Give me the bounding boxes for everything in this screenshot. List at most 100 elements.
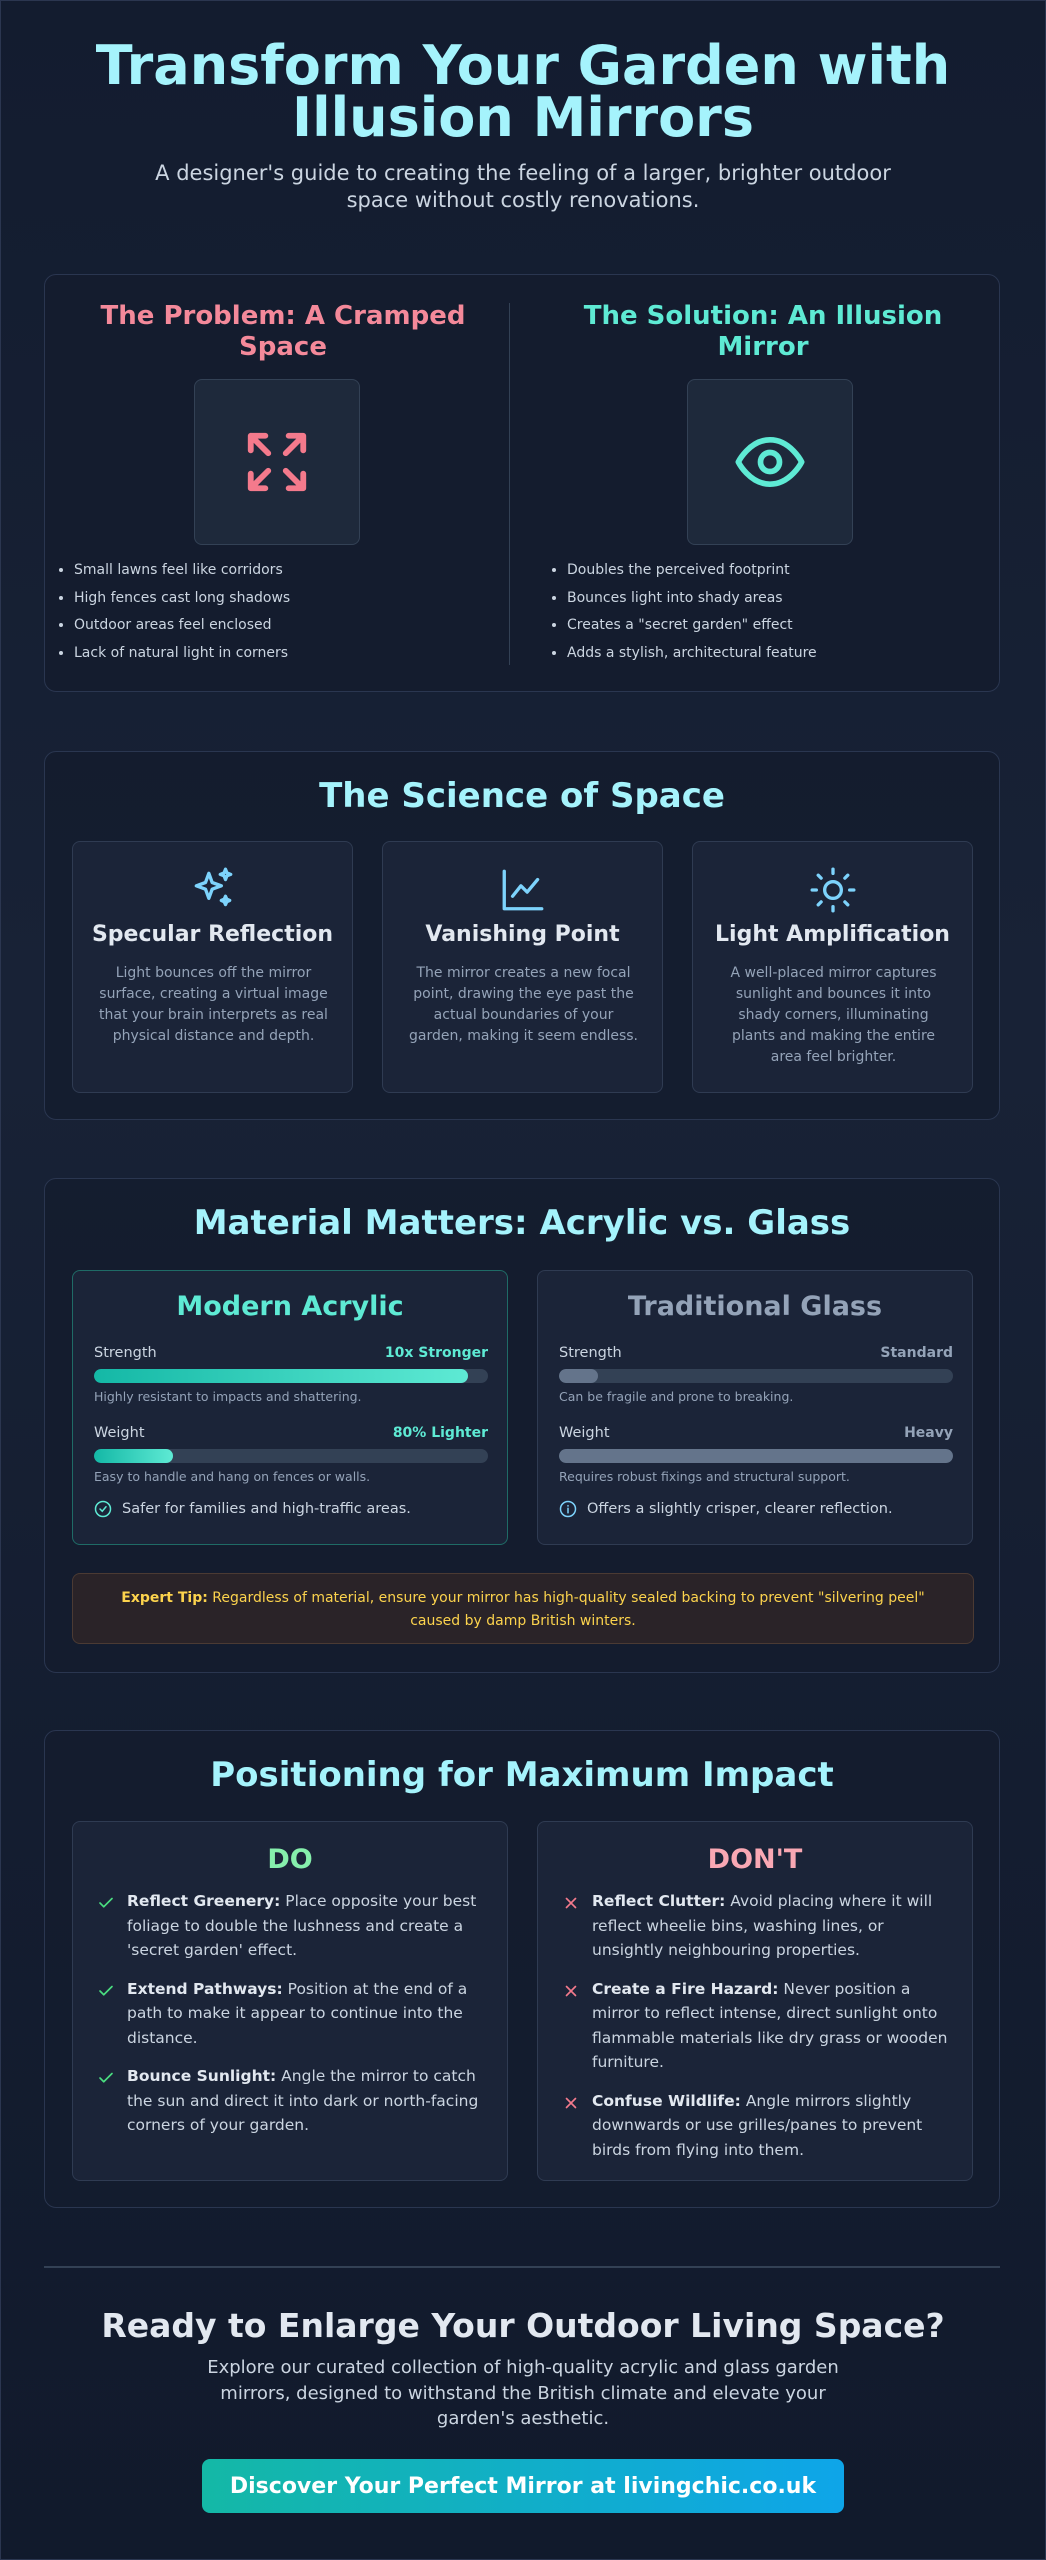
science-card: Light Amplification A well-placed mirror… bbox=[692, 841, 973, 1093]
metric-value: 10x Stronger bbox=[384, 1345, 488, 1361]
tip-label: Expert Tip: bbox=[121, 1590, 208, 1606]
item-text: Bounce Sunlight: Angle the mirror to cat… bbox=[127, 2064, 493, 2138]
sparkle-icon bbox=[194, 867, 233, 907]
problem-item: Lack of natural light in corners bbox=[74, 640, 290, 668]
card-title: Modern Acrylic bbox=[176, 1291, 404, 1322]
metric-value: Standard bbox=[880, 1345, 953, 1361]
metric-note: Can be fragile and prone to breaking. bbox=[559, 1389, 794, 1404]
item-body: Angle the mirror to catch the sun and di… bbox=[127, 2067, 479, 2134]
card-text: Light bounces off the mirror surface, cr… bbox=[99, 965, 328, 1044]
metric-track bbox=[94, 1449, 488, 1463]
do-item: Reflect Greenery: Place opposite your be… bbox=[97, 1889, 493, 1963]
metric-track bbox=[94, 1369, 488, 1383]
science-card: Vanishing Point The mirror creates a new… bbox=[382, 841, 663, 1093]
metric: Strength Standard Can be fragile and pron… bbox=[559, 1345, 953, 1404]
do-item: Extend Pathways: Position at the end of … bbox=[97, 1977, 493, 2051]
solution-list: Doubles the perceived footprint Bounces … bbox=[538, 557, 817, 668]
metric-note: Highly resistant to impacts and shatteri… bbox=[94, 1389, 362, 1404]
metric-value: Heavy bbox=[904, 1425, 953, 1441]
solution-item: Adds a stylish, architectural feature bbox=[567, 640, 817, 668]
dont-item: Create a Fire Hazard: Never position a m… bbox=[562, 1977, 958, 2075]
section-title: Material Matters: Acrylic vs. Glass bbox=[193, 1203, 851, 1243]
card-text: The mirror creates a new focal point, dr… bbox=[408, 965, 639, 1044]
item-text: Reflect Greenery: Place opposite your be… bbox=[127, 1889, 493, 1963]
card-text: A well-placed mirror captures sunlight a… bbox=[730, 965, 937, 1065]
materials-section: Material Matters: Acrylic vs. Glass Mode… bbox=[44, 1178, 1000, 1673]
card-title: Specular Reflection bbox=[91, 922, 334, 947]
item-text: Extend Pathways: Position at the end of … bbox=[127, 1977, 493, 2051]
dont-item: Confuse Wildlife: Angle mirrors slightly… bbox=[562, 2089, 958, 2163]
do-icon bbox=[97, 1889, 115, 1963]
dont-icon bbox=[562, 1889, 580, 1963]
metric-fill bbox=[559, 1449, 953, 1463]
card-title: DON'T bbox=[707, 1844, 803, 1875]
solution-icon bbox=[687, 379, 853, 545]
dont-card: DON'T Reflect Clutter: Avoid placing whe… bbox=[537, 1821, 973, 2181]
item-lead: Bounce Sunlight: bbox=[127, 2067, 277, 2085]
divider bbox=[44, 2266, 1000, 2268]
expert-tip: Expert Tip: Regardless of material, ensu… bbox=[72, 1573, 974, 1644]
problem-icon bbox=[194, 379, 360, 545]
card-title: Traditional Glass bbox=[627, 1291, 883, 1322]
science-card: Specular Reflection Light bounces off th… bbox=[72, 841, 353, 1093]
card-title: Vanishing Point bbox=[425, 922, 620, 947]
metric-track bbox=[559, 1369, 953, 1383]
section-title: Positioning for Maximum Impact bbox=[210, 1755, 834, 1795]
section-title: The Science of Space bbox=[319, 776, 725, 816]
item-body: Avoid placing where it will reflect whee… bbox=[592, 1892, 933, 1959]
problem-item: Outdoor areas feel enclosed bbox=[74, 612, 290, 640]
dont-icon bbox=[562, 2089, 580, 2163]
item-lead: Reflect Clutter: bbox=[592, 1892, 726, 1910]
card-title: DO bbox=[267, 1844, 313, 1875]
metric-fill bbox=[94, 1369, 469, 1383]
item-text: Reflect Clutter: Avoid placing where it … bbox=[592, 1889, 958, 1963]
footnote-text: Safer for families and high-traffic area… bbox=[122, 1501, 411, 1517]
glass-card: Traditional Glass Strength Standard Can b… bbox=[537, 1270, 973, 1545]
metric-fill bbox=[94, 1449, 173, 1463]
do-icon bbox=[97, 2064, 115, 2138]
metric-note: Easy to handle and hang on fences or wal… bbox=[94, 1469, 371, 1484]
item-lead: Create a Fire Hazard: bbox=[592, 1979, 779, 1998]
do-list: Reflect Greenery: Place opposite your be… bbox=[97, 1889, 493, 2152]
metric-label: Weight bbox=[94, 1425, 145, 1441]
item-body: Angle mirrors slightly downwards or use … bbox=[592, 2091, 923, 2159]
solution-title: The Solution: An Illusion Mirror bbox=[583, 301, 943, 362]
solution-item: Doubles the perceived footprint bbox=[567, 557, 817, 585]
item-lead: Confuse Wildlife: bbox=[592, 2091, 741, 2110]
tip-text: Regardless of material, ensure your mirr… bbox=[212, 1590, 925, 1629]
do-card: DO Reflect Greenery: Place opposite your… bbox=[72, 1821, 508, 2181]
item-body: Place opposite your best foliage to doub… bbox=[127, 1892, 477, 1959]
metric-note: Requires robust fixings and structural s… bbox=[559, 1469, 850, 1484]
metric-fill bbox=[559, 1369, 599, 1383]
item-lead: Reflect Greenery: bbox=[127, 1892, 281, 1910]
metric: Weight Heavy Requires robust fixings and … bbox=[559, 1425, 953, 1484]
acrylic-card: Modern Acrylic Strength 10x Stronger High… bbox=[72, 1270, 508, 1545]
metric-label: Weight bbox=[559, 1425, 610, 1441]
metric-label: Strength bbox=[559, 1345, 622, 1361]
cta-text: Explore our curated collection of high-q… bbox=[207, 2357, 839, 2429]
do-item: Bounce Sunlight: Angle the mirror to cat… bbox=[97, 2064, 493, 2138]
positioning-section: Positioning for Maximum Impact DO Reflec… bbox=[44, 1730, 1000, 2208]
page-subtitle: A designer's guide to creating the feeli… bbox=[155, 161, 891, 212]
science-section: The Science of Space Specular Reflection… bbox=[44, 751, 1000, 1120]
chart-icon bbox=[502, 869, 544, 911]
metric: Weight 80% Lighter Easy to handle and han… bbox=[94, 1425, 488, 1484]
cta-button[interactable]: Discover Your Perfect Mirror at livingch… bbox=[202, 2459, 844, 2513]
metric-value: 80% Lighter bbox=[392, 1425, 488, 1441]
card-footnote: Offers a slightly crisper, clearer refle… bbox=[559, 1500, 893, 1518]
metric-label: Strength bbox=[94, 1345, 157, 1361]
problem-item: High fences cast long shadows bbox=[74, 585, 290, 613]
card-title: Light Amplification bbox=[715, 922, 950, 947]
page-title: Transform Your Garden with Illusion Mirr… bbox=[95, 34, 951, 149]
metric-track bbox=[559, 1449, 953, 1463]
dont-list: Reflect Clutter: Avoid placing where it … bbox=[562, 1889, 958, 2176]
problem-solution-section: The Problem: A Cramped Space Small lawns… bbox=[44, 274, 1000, 692]
item-body: Position at the end of a path to make it… bbox=[127, 1979, 468, 2047]
dont-item: Reflect Clutter: Avoid placing where it … bbox=[562, 1889, 958, 1963]
footnote-text: Offers a slightly crisper, clearer refle… bbox=[587, 1501, 893, 1517]
solution-item: Creates a "secret garden" effect bbox=[567, 612, 817, 640]
problem-title: The Problem: A Cramped Space bbox=[100, 301, 466, 362]
item-body: Never position a mirror to reflect inten… bbox=[592, 1979, 948, 2072]
card-footnote: Safer for families and high-traffic area… bbox=[94, 1500, 411, 1518]
